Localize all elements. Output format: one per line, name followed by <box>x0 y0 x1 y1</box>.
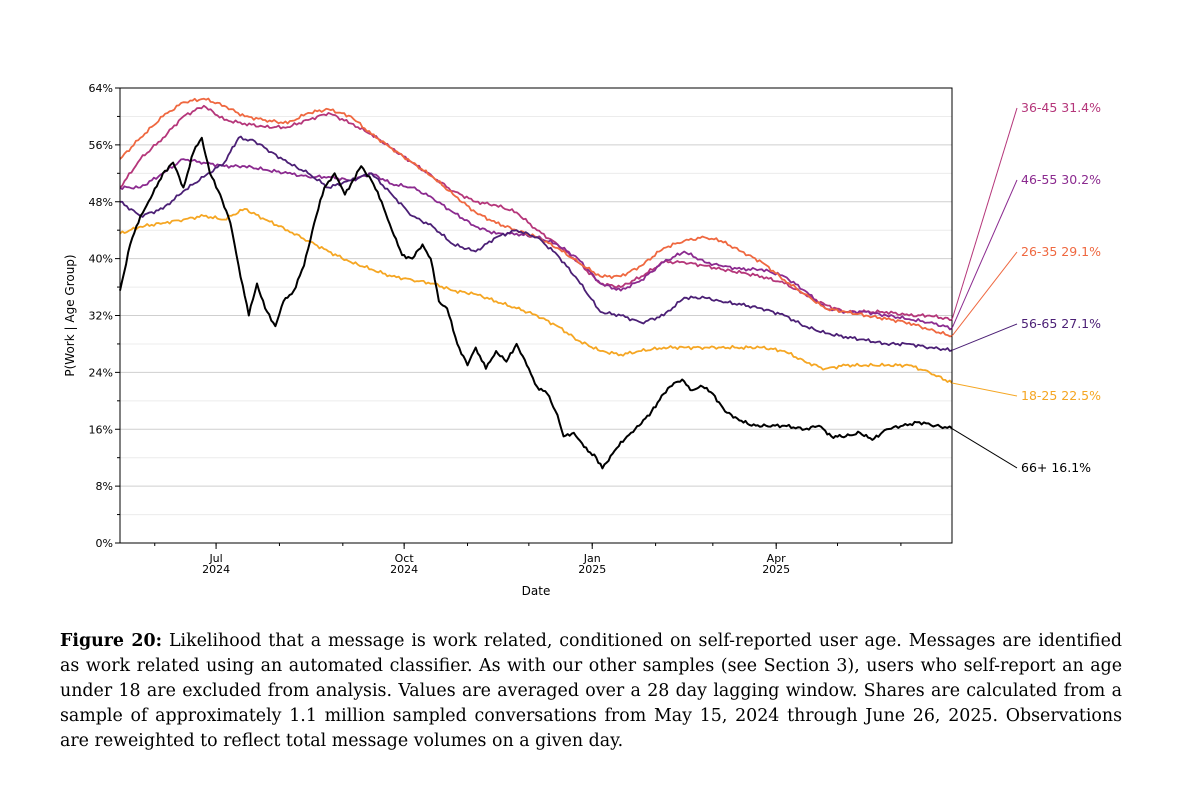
x-tick-label-year: 2024 <box>202 563 230 576</box>
series-lines <box>119 97 953 470</box>
label-connector-26-35 <box>951 251 1018 337</box>
axes: 0%8%16%24%32%40%48%56%64%Jul2024Oct2024J… <box>89 82 902 576</box>
y-tick-label: 40% <box>89 253 113 266</box>
x-tick-label-year: 2025 <box>578 563 606 576</box>
x-tick-label-month: Oct <box>395 552 415 565</box>
series-line-66+ <box>119 136 953 470</box>
x-tick-label-year: 2024 <box>390 563 418 576</box>
x-tick-label-month: Apr <box>767 552 787 565</box>
caption-text: Likelihood that a message is work relate… <box>60 631 1122 751</box>
series-label-66+: 66+ 16.1% <box>1021 460 1091 475</box>
y-tick-label: 56% <box>89 139 113 152</box>
series-line-46-55 <box>119 158 953 331</box>
series-line-56-65 <box>120 135 953 352</box>
y-tick-label: 16% <box>89 423 113 436</box>
label-connector-36-45 <box>951 107 1018 320</box>
series-end-labels: 36-45 31.4% 46-55 30.2% 26-35 29.1% 56-65 2… <box>951 100 1101 475</box>
series-line-36-45 <box>119 104 953 321</box>
y-tick-label: 24% <box>89 366 113 379</box>
series-label-46-55: 46-55 30.2% <box>1021 172 1101 187</box>
label-connector-66+ <box>951 428 1018 469</box>
label-connector-46-55 <box>951 179 1018 329</box>
series-label-56-65: 56-65 27.1% <box>1021 316 1101 331</box>
label-connector-56-65 <box>951 323 1018 351</box>
series-line-26-35 <box>119 97 953 338</box>
line-chart: 0%8%16%24%32%40%48%56%64%Jul2024Oct2024J… <box>63 82 1101 598</box>
caption-label: Figure 20: <box>60 631 163 651</box>
y-axis-title: P(Work | Age Group) <box>63 254 77 376</box>
series-line-18-25 <box>119 208 953 384</box>
x-tick-label-month: Jan <box>583 552 601 565</box>
x-axis-title: Date <box>522 584 551 598</box>
y-tick-label: 32% <box>89 310 113 323</box>
figure-caption: Figure 20: Likelihood that a message is … <box>60 629 1122 754</box>
x-tick-label-year: 2025 <box>762 563 790 576</box>
series-label-18-25: 18-25 22.5% <box>1021 388 1101 403</box>
y-tick-label: 0% <box>96 537 113 550</box>
y-tick-label: 48% <box>89 196 113 209</box>
series-label-36-45: 36-45 31.4% <box>1021 100 1101 115</box>
y-tick-label: 8% <box>96 480 113 493</box>
y-tick-label: 64% <box>89 82 113 95</box>
label-connector-18-25 <box>951 382 1018 397</box>
x-tick-label-month: Jul <box>208 552 222 565</box>
series-label-26-35: 26-35 29.1% <box>1021 244 1101 259</box>
